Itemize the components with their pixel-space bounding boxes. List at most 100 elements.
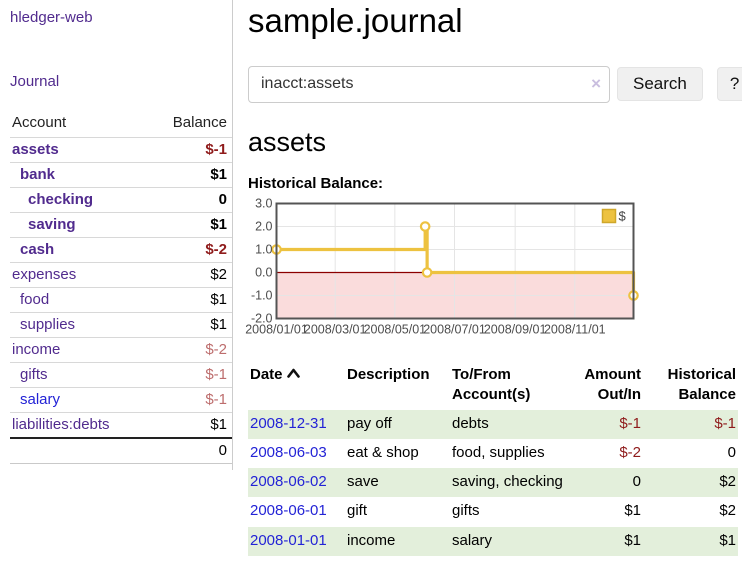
legend-swatch (601, 208, 617, 223)
account-row: supplies $1 (10, 312, 232, 338)
account-link-cash[interactable]: cash (20, 241, 55, 258)
register-table: Date Description To/From Account(s) Amount Ou… (248, 363, 738, 556)
plot-border (275, 202, 635, 320)
register-balance: 0 (727, 443, 736, 461)
account-row: salary $-1 (10, 387, 232, 413)
data-point-marker (421, 266, 433, 278)
account-heading: assets (248, 126, 327, 157)
sidebar: hledger-web Journal Account Balance asse… (0, 0, 233, 470)
y-tick-label: 2.0 (255, 219, 272, 233)
account-row: saving $1 (10, 212, 232, 238)
x-tick-label: 2008/07/01 (423, 322, 486, 336)
register-accounts: debts (450, 409, 570, 439)
register-accounts: salary (450, 526, 570, 556)
register-row: 2008-06-01 gift gifts $1 $2 (248, 497, 738, 526)
account-link-salary[interactable]: salary (20, 391, 61, 408)
y-tick-label: -1.0 (251, 288, 273, 302)
account-link-liabilities-debts[interactable]: liabilities:debts (12, 416, 110, 433)
register-amount: $-1 (570, 409, 643, 439)
data-point-marker (419, 220, 431, 232)
register-header-row: Date Description To/From Account(s) Amount Ou… (248, 363, 738, 410)
clear-search-icon[interactable]: × (591, 73, 601, 93)
account-balance: $-2 (205, 241, 227, 258)
x-tick-label: 2008/11/01 (544, 322, 606, 336)
register-col-historical: Historical Balance (667, 365, 736, 403)
register-date-link[interactable]: 2008-06-01 (250, 502, 327, 520)
search-help-button[interactable]: ? (716, 67, 742, 102)
account-row: income $-2 (10, 337, 232, 363)
register-date-link[interactable]: 2008-06-02 (250, 473, 327, 490)
account-balance: $1 (210, 216, 227, 233)
page-title: sample.journal (248, 2, 463, 39)
register-row: 2008-01-01 income salary $1 $1 (248, 526, 738, 556)
account-link-expenses[interactable]: expenses (12, 266, 77, 283)
register-accounts: saving, checking (450, 468, 570, 498)
y-tick-label: 3.0 (255, 196, 272, 210)
register-col-tofrom: To/From Account(s) (452, 365, 531, 403)
register-balance: $2 (719, 502, 736, 520)
register-balance: $2 (643, 468, 738, 498)
app-brand-link[interactable]: hledger-web (10, 9, 93, 26)
accounts-header-row: Account Balance (10, 111, 232, 138)
accounts-total-row: 0 (10, 438, 232, 464)
register-description: eat & shop (347, 443, 419, 461)
register-accounts: gifts (452, 502, 480, 520)
account-row: gifts $-1 (10, 362, 232, 388)
account-row: cash $-2 (10, 237, 232, 263)
balance-column-header: Balance (172, 114, 227, 131)
register-row: 2008-06-03 eat & shop food, supplies $-2 0 (248, 439, 738, 468)
account-balance: $-1 (205, 141, 227, 158)
register-amount: $-2 (619, 443, 641, 461)
account-link-gifts[interactable]: gifts (20, 366, 48, 383)
account-column-header: Account (12, 114, 67, 131)
accounts-total-value: 0 (218, 442, 227, 459)
account-link-saving[interactable]: saving (28, 216, 76, 233)
register-balance: $1 (643, 526, 738, 556)
historical-balance-chart: $3.0 2.0 1.0 0.0 -1.0 -2.0 2008/01/01 2008/03/0… (245, 196, 742, 342)
account-balance: $1 (210, 166, 227, 183)
account-row: checking 0 (10, 187, 232, 213)
hledger-web-app: hledger-web Journal Account Balance asse… (0, 0, 742, 556)
account-row: food $1 (10, 287, 232, 313)
account-balance: $2 (210, 266, 227, 283)
account-row: expenses $2 (10, 262, 232, 288)
register-balance: $-1 (643, 409, 738, 439)
register-description: pay off (345, 409, 450, 439)
account-link-checking[interactable]: checking (28, 191, 94, 208)
register-date-link[interactable]: 2008-01-01 (250, 531, 327, 549)
account-link-supplies[interactable]: supplies (20, 316, 76, 333)
y-tick-label: 0.0 (255, 265, 272, 279)
sort-ascending-icon (286, 368, 300, 378)
account-balance: $-1 (205, 391, 227, 408)
search-button[interactable]: Search (617, 67, 703, 102)
legend-label: $ (619, 208, 627, 223)
x-tick-label: 2008/01/01 (245, 322, 308, 336)
y-tick-label: 1.0 (255, 242, 272, 256)
main-content: sample.journal × Search ? assets Histori… (233, 0, 742, 556)
register-row: 2008-12-31 pay off debts $-1 $-1 (248, 409, 738, 439)
register-date-link[interactable]: 2008-06-03 (250, 443, 327, 461)
x-tick-label: 2008/09/01 (484, 322, 547, 336)
register-col-amount: Amount Out/In (584, 365, 641, 403)
account-link-food[interactable]: food (20, 291, 50, 308)
account-link-bank[interactable]: bank (20, 166, 56, 183)
register-amount: $1 (624, 502, 641, 520)
search-input[interactable] (248, 65, 610, 103)
search-bar: × Search ? (248, 65, 742, 103)
register-amount: $1 (570, 526, 643, 556)
register-col-date[interactable]: Date (248, 363, 345, 410)
account-balance: $1 (210, 316, 227, 333)
account-link-income[interactable]: income (12, 341, 61, 358)
register-description: income (345, 526, 450, 556)
balance-chart-svg: $3.0 2.0 1.0 0.0 -1.0 -2.02008/01/012008/03/0… (245, 196, 639, 336)
x-tick-label: 2008/05/01 (364, 322, 427, 336)
account-balance: $1 (210, 291, 227, 308)
account-row: assets $-1 (10, 137, 232, 163)
accounts-balance-table: Account Balance assets $-1 bank $1 checking 0… (10, 111, 232, 464)
account-link-assets[interactable]: assets (12, 141, 59, 158)
chart-section-label: Historical Balance: (248, 174, 384, 192)
account-balance: 0 (218, 191, 227, 208)
register-date-link[interactable]: 2008-12-31 (250, 414, 327, 432)
y-tick-label: -2.0 (251, 311, 273, 325)
sidebar-item-journal[interactable]: Journal (10, 73, 60, 90)
